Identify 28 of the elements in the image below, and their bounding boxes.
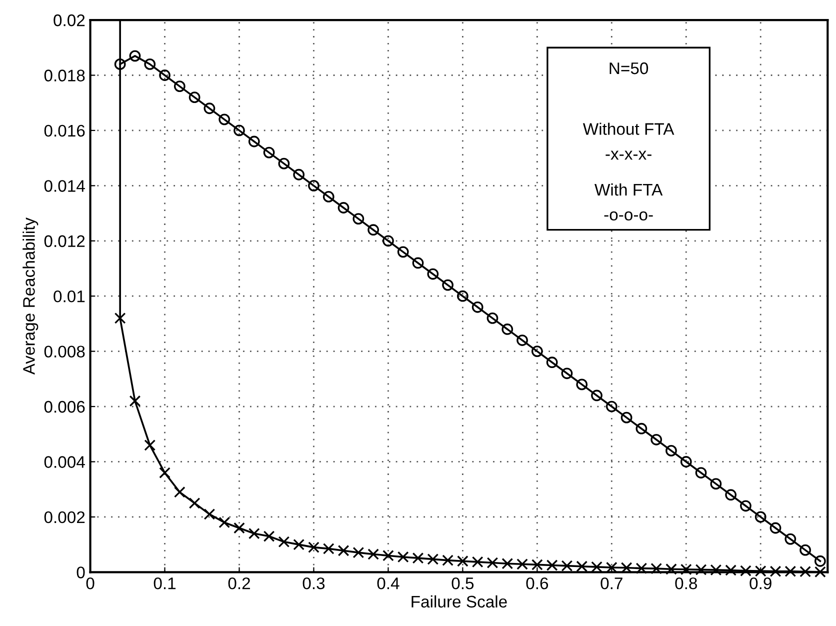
y-tick-label: 0.02 — [54, 14, 85, 26]
y-tick-label: 0.016 — [44, 124, 85, 137]
y-tick-label: 0.014 — [44, 180, 85, 192]
x-tick-label: 0.1 — [154, 577, 176, 590]
x-tick-label: 0.4 — [377, 577, 400, 590]
x-tick-label: 0.5 — [452, 577, 474, 590]
annotation: -x-x-x- — [606, 150, 652, 160]
y-tick-label: 0.01 — [54, 290, 85, 302]
annotation: N=50 — [610, 62, 648, 74]
y-tick-label: 0.012 — [44, 235, 85, 248]
y-tick-label: 0.004 — [44, 456, 85, 468]
y-tick-label: 0.002 — [44, 511, 85, 524]
annotation: -o-o-o- — [604, 211, 653, 221]
x-tick-label: 0.9 — [750, 577, 772, 590]
y-tick-label: 0 — [76, 566, 85, 578]
y-tick-label: 0.018 — [44, 70, 85, 82]
y-tick-label: 0.006 — [44, 400, 85, 413]
x-tick-label: 0.2 — [228, 577, 250, 590]
y-axis-title: Average Reachability — [22, 218, 38, 375]
x-tick-label: 0.7 — [600, 577, 622, 590]
x-tick-label: 0.3 — [302, 577, 325, 590]
annotation: Without FTA — [582, 122, 674, 135]
x-axis-title: Failure Scale — [412, 595, 507, 608]
y-tick-label: 0.008 — [44, 346, 85, 358]
x-tick-label: 0 — [86, 577, 94, 590]
x-tick-label: 0.6 — [526, 577, 548, 590]
x-tick-label: 0.8 — [675, 577, 697, 590]
annotation: With FTA — [594, 183, 663, 196]
